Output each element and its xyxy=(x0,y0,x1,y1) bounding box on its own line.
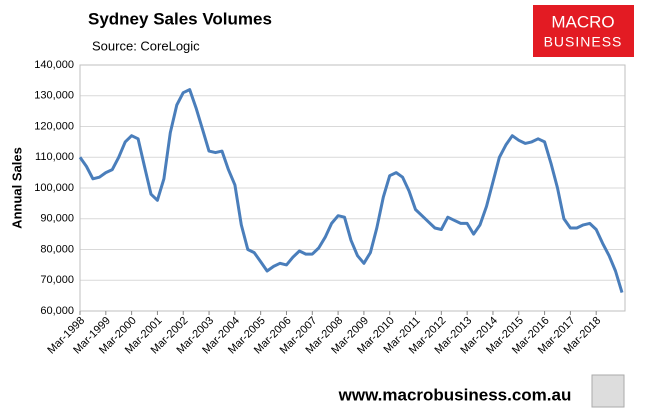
y-tick-label: 100,000 xyxy=(34,182,74,194)
chart-title: Sydney Sales Volumes xyxy=(88,9,272,28)
y-tick-label: 70,000 xyxy=(40,274,74,286)
y-tick-label: 130,000 xyxy=(34,90,74,102)
logo-icon xyxy=(591,374,625,408)
plot-border xyxy=(79,64,626,312)
footer: www.macrobusiness.com.au xyxy=(338,385,572,404)
chart-subtitle: Source: CoreLogic xyxy=(92,38,200,53)
y-tick-label: 90,000 xyxy=(40,213,74,225)
y-tick-label: 60,000 xyxy=(40,305,74,317)
y-tick-label: 120,000 xyxy=(34,120,74,132)
logo-text: BUSINESS xyxy=(544,34,623,50)
data-line xyxy=(78,88,624,294)
y-tick-label: 110,000 xyxy=(35,151,74,163)
logo-text: MACRO xyxy=(551,12,614,31)
y-tick-label: 80,000 xyxy=(40,243,74,255)
logo-box xyxy=(533,5,634,57)
y-axis-title: Annual Sales xyxy=(9,147,24,229)
y-tick-label: 140,000 xyxy=(34,59,74,71)
